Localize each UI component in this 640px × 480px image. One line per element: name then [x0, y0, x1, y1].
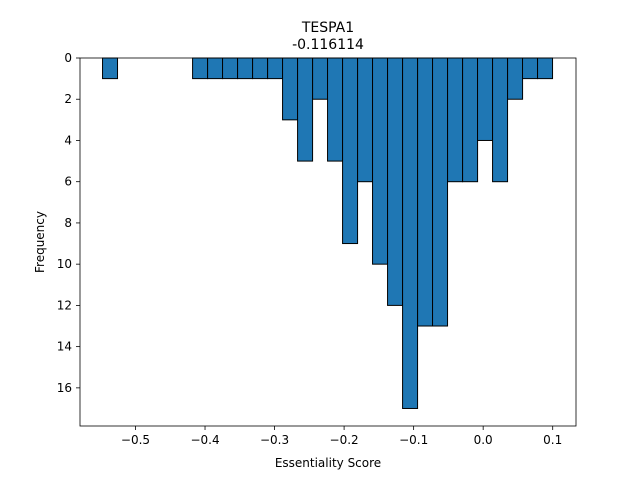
y-tick-label: 0: [64, 51, 72, 65]
histogram-bar: [312, 57, 329, 100]
histogram-bar: [507, 57, 524, 100]
histogram-bar: [522, 57, 539, 80]
x-tick-label: 0.0: [474, 433, 493, 447]
x-tick-label: 0.1: [543, 433, 562, 447]
histogram-bar: [102, 57, 119, 80]
histogram-bar: [402, 57, 419, 409]
histogram-bar: [282, 57, 299, 121]
chart-title: TESPA1: [301, 20, 354, 36]
histogram-bar: [192, 57, 209, 80]
y-tick-label: 16: [57, 381, 72, 395]
histogram-bar: [207, 57, 224, 80]
histogram-bar: [537, 57, 554, 80]
histogram-bar: [297, 57, 314, 162]
plot-frame: [79, 57, 577, 427]
x-tick-label: −0.1: [399, 433, 428, 447]
histogram-bar: [327, 57, 344, 162]
histogram-bar: [477, 57, 494, 141]
y-tick-label: 6: [64, 175, 72, 189]
y-axis: 0 2 4 6 8 10 12 14 16: [57, 51, 80, 395]
x-tick-label: −0.5: [121, 433, 150, 447]
y-tick-label: 14: [57, 340, 72, 354]
chart-subtitle: -0.116114: [292, 37, 364, 53]
histogram-bar: [462, 57, 479, 183]
x-axis-label: Essentiality Score: [275, 456, 381, 470]
y-tick-label: 12: [57, 298, 72, 312]
y-tick-label: 10: [57, 257, 72, 271]
bars-group: [102, 57, 554, 409]
x-tick-label: −0.3: [260, 433, 289, 447]
histogram-bar: [492, 57, 509, 183]
y-tick-label: 4: [64, 133, 72, 147]
histogram-bar: [357, 57, 374, 183]
histogram-bar: [342, 57, 359, 245]
histogram-bar: [252, 57, 269, 80]
x-tick-label: −0.4: [190, 433, 219, 447]
histogram-bar: [447, 57, 464, 183]
x-axis: −0.5 −0.4 −0.3 −0.2 −0.1 0.0 0.1: [121, 426, 562, 447]
histogram-bar: [267, 57, 284, 80]
histogram-bar: [432, 57, 449, 327]
y-tick-label: 8: [64, 216, 72, 230]
histogram-bar: [387, 57, 404, 306]
y-axis-label: Frequency: [33, 211, 47, 273]
histogram-bar: [417, 57, 434, 327]
y-tick-label: 2: [64, 92, 72, 106]
histogram-bar: [237, 57, 254, 80]
histogram-bar: [372, 57, 389, 265]
x-tick-label: −0.2: [330, 433, 359, 447]
histogram-bar: [222, 57, 239, 80]
